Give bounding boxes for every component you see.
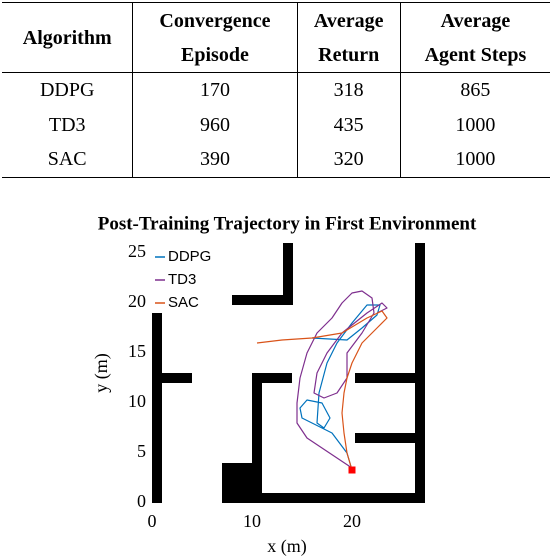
table-cell: 390 (132, 142, 297, 178)
header-text: Return (318, 43, 380, 66)
wall (152, 373, 192, 383)
header-text: Agent Steps (424, 43, 527, 66)
header-text: Average (440, 9, 511, 32)
y-tick-label: 15 (128, 341, 146, 361)
y-tick-label: 20 (128, 291, 146, 311)
header-cell: Algorithm (2, 3, 133, 73)
wall (252, 373, 292, 383)
results-table: Algorithm Convergence Episode Average Return… (2, 2, 550, 178)
wall (232, 295, 293, 305)
wall (355, 433, 415, 443)
chart-title: Post-Training Trajectory in First Enviro… (98, 213, 477, 234)
wall (222, 463, 252, 503)
table-cell: 1000 (399, 142, 550, 178)
wall (252, 373, 262, 503)
y-tick-label: 5 (137, 441, 146, 461)
table-cell: TD3 (48, 113, 86, 136)
y-tick-label: 0 (137, 491, 146, 511)
trajectory-line (296, 290, 388, 469)
header-cell: Average Return (296, 2, 401, 73)
y-tick-label: 25 (128, 241, 146, 261)
start-marker (348, 466, 356, 474)
legend-label: SAC (168, 294, 199, 311)
table-cell: 318 (296, 72, 401, 108)
header-text: Algorithm (22, 26, 112, 49)
table-cell: 435 (296, 107, 401, 143)
table-cell: 170 (132, 72, 297, 108)
wall (222, 493, 425, 503)
x-tick-label: 0 (148, 511, 157, 531)
wall (415, 243, 425, 503)
header-cell: Average Agent Steps (399, 2, 550, 73)
wall (355, 373, 415, 383)
header-text: Episode (181, 43, 249, 66)
table-cell: 960 (132, 107, 297, 143)
table-cell: SAC (47, 148, 87, 171)
table-row: TD3 960 435 1000 (2, 107, 550, 143)
table-cell: 320 (296, 142, 401, 178)
table-cell: 865 (399, 72, 550, 108)
wall (283, 243, 293, 305)
table-row: DDPG 170 318 865 (2, 72, 550, 108)
x-axis-label: x (m) (267, 536, 307, 557)
table-cell: 1000 (399, 107, 550, 143)
header-text: Average (313, 9, 384, 32)
table-row: SAC 390 320 1000 (2, 142, 550, 178)
table-cell: DDPG (39, 78, 95, 101)
y-tick-label: 10 (128, 391, 146, 411)
header-cell: Convergence Episode (132, 2, 297, 73)
trajectory-chart: Post-Training Trajectory in First Enviro… (91, 213, 477, 557)
trajectory-line (299, 304, 381, 471)
x-tick-label: 10 (243, 511, 261, 531)
y-axis-label: y (m) (91, 353, 112, 393)
x-tick-label: 20 (343, 511, 361, 531)
header-text: Convergence (159, 9, 271, 32)
trajectory-line (256, 310, 388, 471)
wall (152, 313, 162, 503)
legend-label: TD3 (168, 271, 196, 288)
legend-label: DDPG (168, 248, 211, 265)
